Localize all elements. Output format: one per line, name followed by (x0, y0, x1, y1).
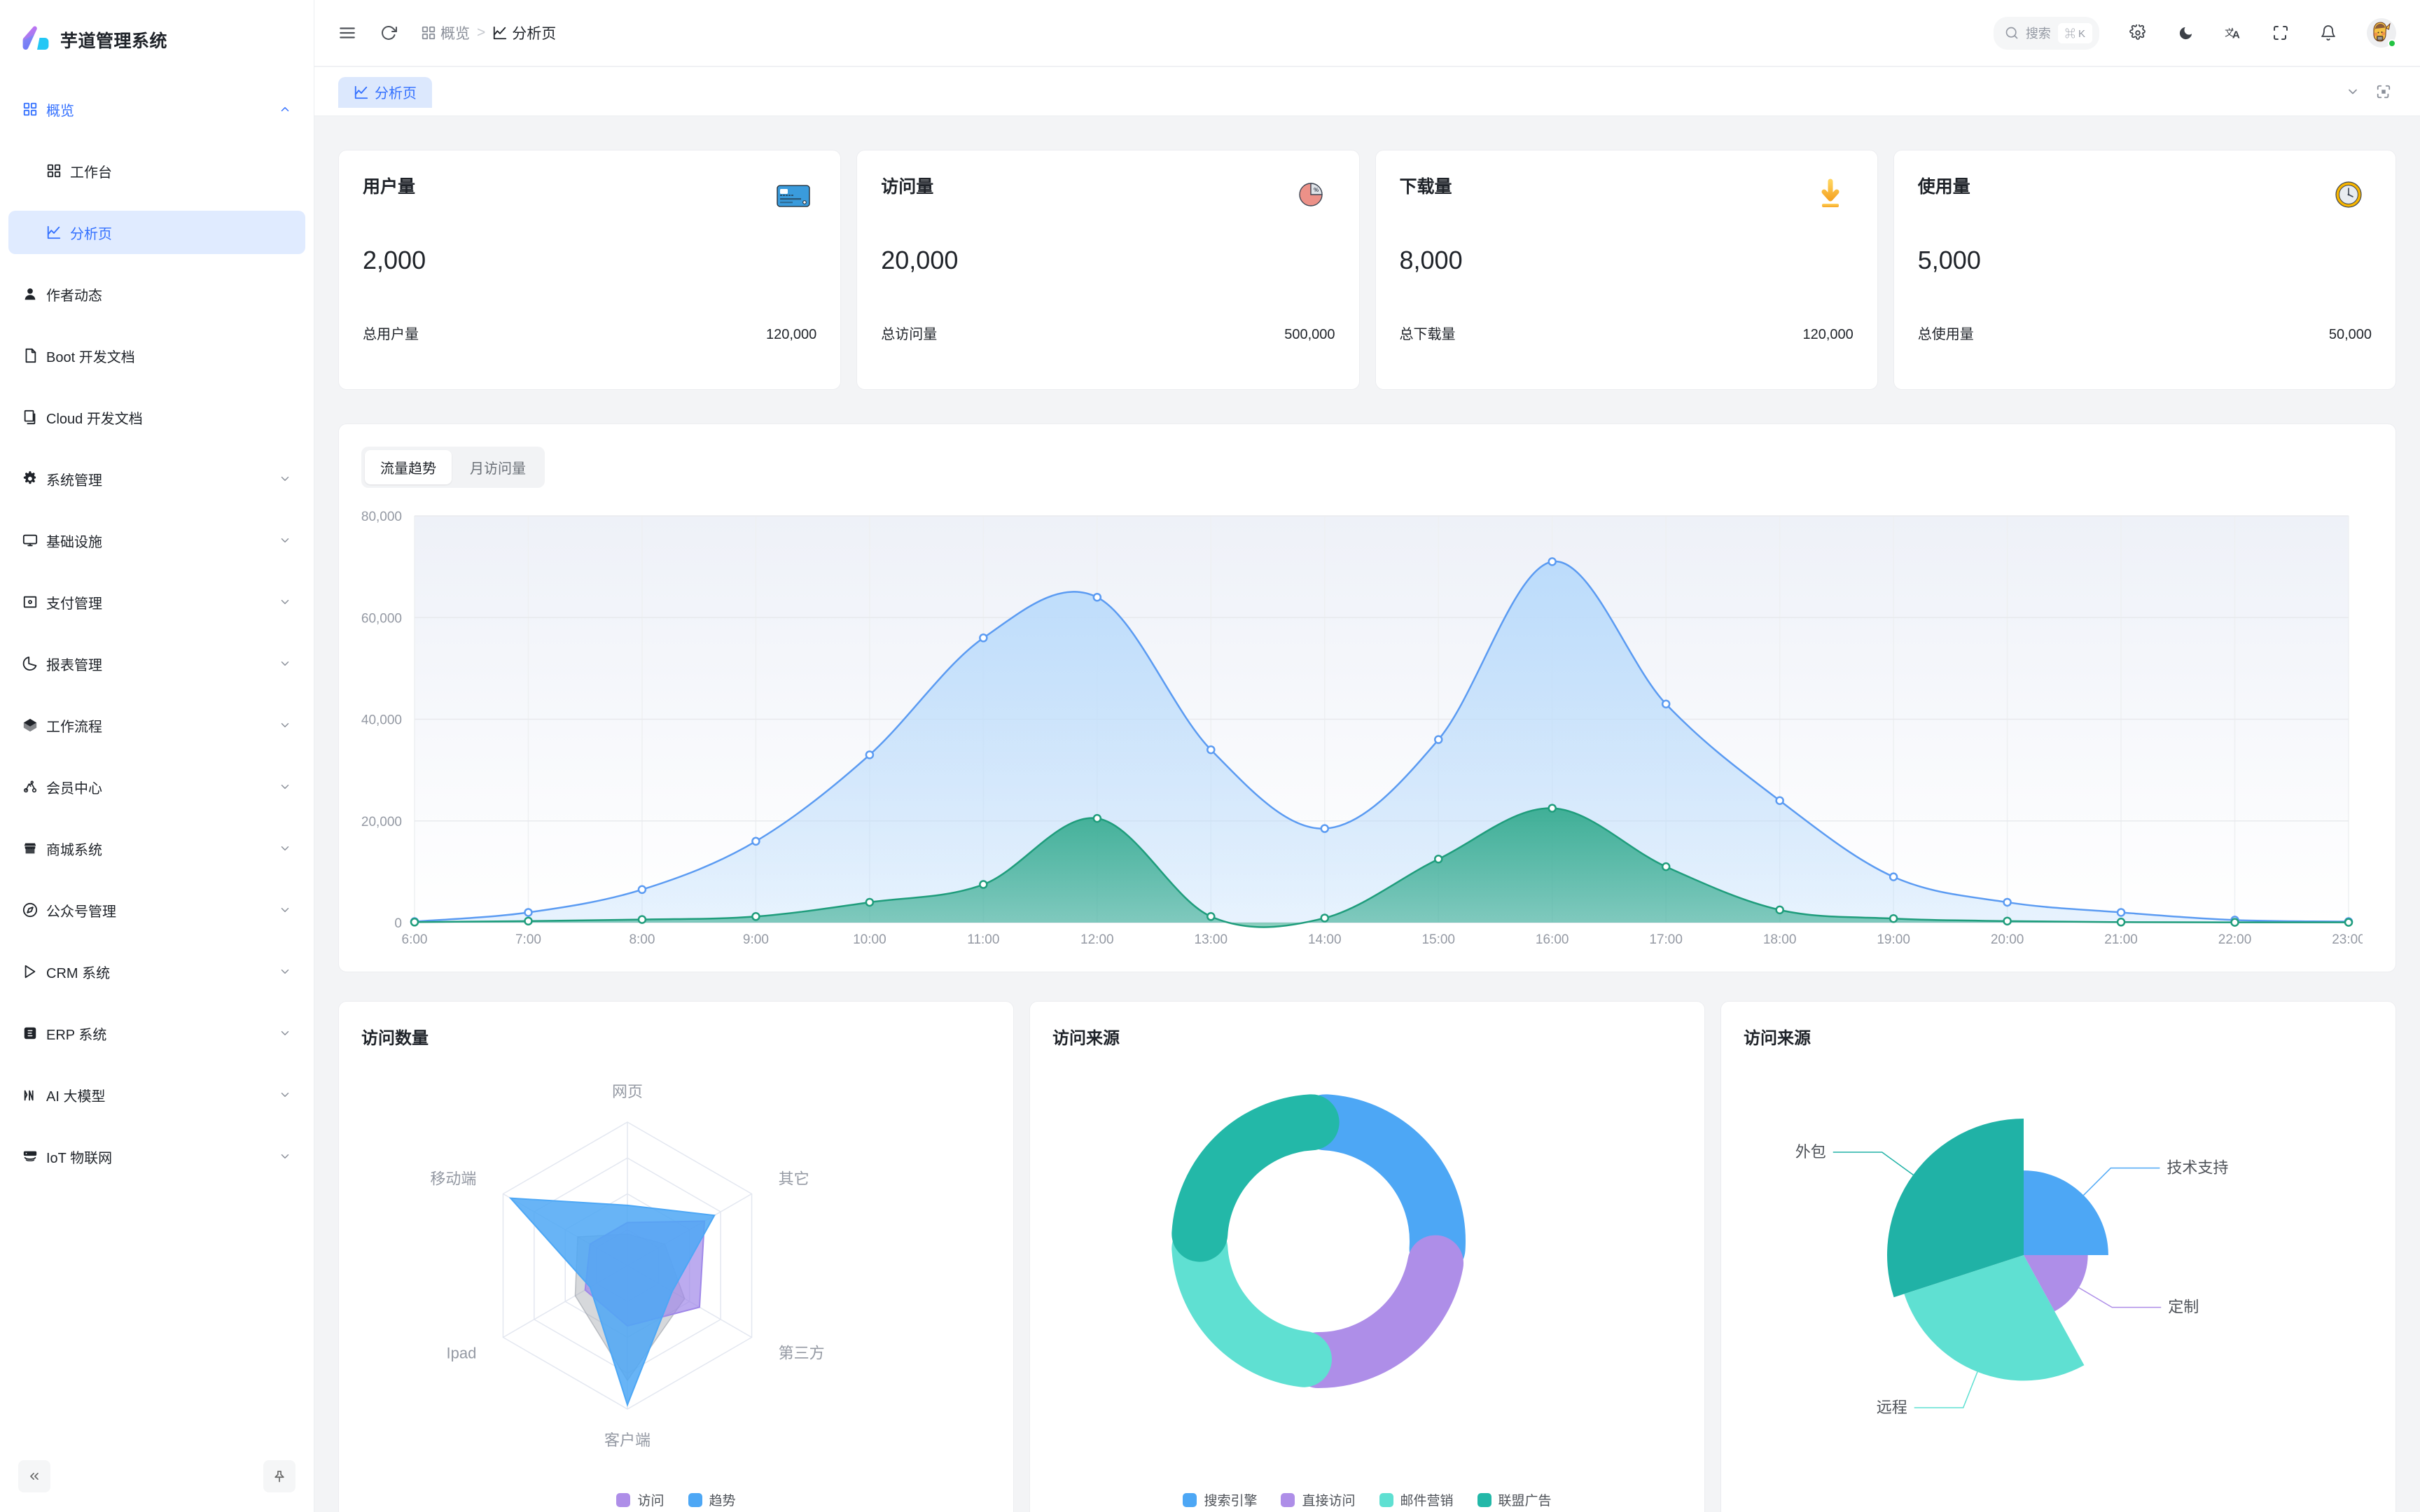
svg-text:17:00: 17:00 (1649, 932, 1683, 947)
svg-text:Ipad: Ipad (447, 1345, 477, 1362)
svg-text:客户端: 客户端 (604, 1432, 651, 1449)
svg-text:7:00: 7:00 (515, 932, 541, 947)
svg-text:A: A (2232, 29, 2240, 41)
svg-text:23:00: 23:00 (2332, 932, 2363, 947)
svg-text:16:00: 16:00 (1536, 932, 1569, 947)
svg-text:20,000: 20,000 (361, 815, 402, 830)
svg-text:18:00: 18:00 (1763, 932, 1797, 947)
svg-text:定制: 定制 (2168, 1298, 2199, 1316)
svg-text:外包: 外包 (1795, 1143, 1826, 1161)
svg-text:14:00: 14:00 (1308, 932, 1342, 947)
svg-text:0: 0 (394, 916, 402, 931)
svg-text:60,000: 60,000 (361, 611, 402, 626)
svg-text:技术支持: 技术支持 (2167, 1159, 2228, 1177)
svg-text:12:00: 12:00 (1080, 932, 1114, 947)
svg-text:11:00: 11:00 (967, 932, 999, 947)
svg-text:19:00: 19:00 (1877, 932, 1910, 947)
svg-text:网页: 网页 (612, 1083, 643, 1100)
svg-text:15:00: 15:00 (1421, 932, 1455, 947)
svg-text:21:00: 21:00 (2104, 932, 2138, 947)
svg-text:其它: 其它 (779, 1170, 809, 1188)
svg-text:80,000: 80,000 (361, 510, 402, 524)
svg-text:第三方: 第三方 (779, 1345, 825, 1362)
svg-text:40,000: 40,000 (361, 713, 402, 728)
svg-text:远程: 远程 (1877, 1399, 1907, 1416)
svg-text:10:00: 10:00 (853, 932, 886, 947)
svg-text:20:00: 20:00 (1991, 932, 2024, 947)
svg-text:22:00: 22:00 (2218, 932, 2252, 947)
svg-text:移动端: 移动端 (430, 1170, 476, 1188)
svg-text:13:00: 13:00 (1195, 932, 1228, 947)
svg-text:9:00: 9:00 (743, 932, 769, 947)
svg-text:8:00: 8:00 (629, 932, 655, 947)
svg-text:6:00: 6:00 (402, 932, 428, 947)
svg-text:%: % (1314, 187, 1319, 193)
